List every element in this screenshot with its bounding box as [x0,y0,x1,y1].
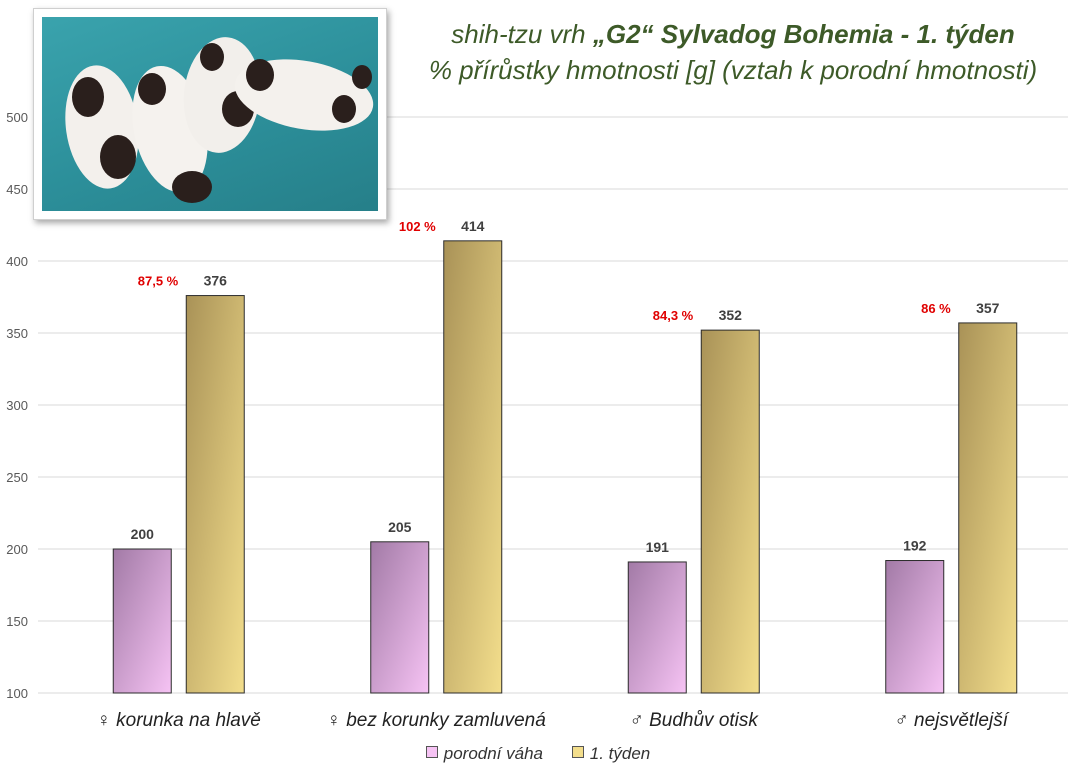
bar-porodni-vaha [112,548,172,694]
percent-label: 87,5 % [138,274,179,289]
y-axis-ticks: 100 150 200 250 300 350 400 450 500 [6,110,28,701]
legend-item-1-tyden: 1. týden [571,744,651,764]
value-label-porodni-vaha: 191 [646,539,670,555]
category-label: ♀ bez korunky zamluvená [327,710,546,731]
bar-porodni-vaha [370,541,430,694]
chart-title-bold: „G2“ Sylvadog Bohemia - 1. týden [592,19,1015,49]
legend-label-1-tyden: 1. týden [589,744,651,763]
bar-porodni-vaha [885,560,945,694]
value-label-porodni-vaha: 200 [131,526,155,542]
legend-item-porodni-vaha: porodní váha [425,744,543,764]
bar-1-tyden [185,295,245,694]
y-tick-label: 400 [6,254,28,269]
puppies-photo [42,17,378,211]
value-label-1-tyden: 352 [719,307,743,323]
puppies-photo-frame [33,8,387,220]
bar-1-tyden [700,329,760,694]
value-label-porodni-vaha: 205 [388,519,412,535]
y-tick-label: 100 [6,686,28,701]
chart-title-line1: shih-tzu vrh „G2“ Sylvadog Bohemia - 1. … [390,16,1076,52]
legend-swatch-1-tyden [571,746,584,758]
legend: porodní váha 1. týden [0,744,1076,764]
bar-1-tyden [443,240,503,694]
value-label-1-tyden: 414 [461,218,485,234]
y-tick-label: 150 [6,614,28,629]
bar-1-tyden [958,322,1018,694]
chart-title-prefix: shih-tzu vrh [451,19,593,49]
y-tick-label: 450 [6,182,28,197]
category-label: ♀ korunka na hlavě [97,710,261,731]
category-label: ♂ Budhův otisk [630,710,760,731]
category-label: ♂ nejsvětlejší [894,710,1009,731]
bars [112,240,1018,694]
category-labels: ♀ korunka na hlavě ♀ bez korunky zamluven… [97,710,1010,731]
value-label-porodni-vaha: 192 [903,538,927,554]
legend-label-porodni-vaha: porodní váha [443,744,543,763]
value-label-1-tyden: 357 [976,300,1000,316]
percent-label: 86 % [921,301,951,316]
chart-subtitle: % přírůstky hmotnosti [g] (vztah k porod… [428,55,1038,85]
percent-label: 102 % [399,219,436,234]
puppies-icon [65,37,374,203]
legend-swatch-porodni-vaha [425,746,438,758]
chart-title: shih-tzu vrh „G2“ Sylvadog Bohemia - 1. … [390,16,1076,88]
percent-label: 84,3 % [653,308,694,323]
y-tick-label: 500 [6,110,28,125]
y-tick-label: 350 [6,326,28,341]
y-tick-label: 300 [6,398,28,413]
bar-porodni-vaha [627,561,687,694]
value-label-1-tyden: 376 [204,273,228,289]
data-labels: 200 376 87,5 % 205 414 102 % 191 352 84,3 % 192 35… [131,218,1000,555]
y-tick-label: 200 [6,542,28,557]
y-tick-label: 250 [6,470,28,485]
